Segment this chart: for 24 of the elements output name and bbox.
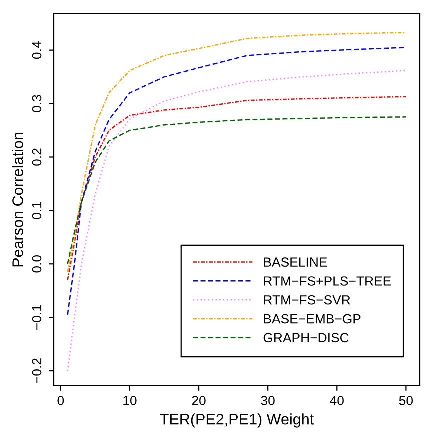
y-axis-title: Pearson Correlation [12, 133, 24, 267]
line-series [67, 47, 407, 316]
y-tick-label: 0.2 [32, 148, 42, 166]
x-tick-label: 50 [399, 396, 414, 406]
legend-label: GRAPH−DISC [264, 333, 349, 343]
y-tick-label: −0.2 [32, 358, 42, 384]
x-tick-label: 10 [124, 396, 137, 406]
x-axis-title: TER(PE2,PE1) Weight [160, 414, 314, 428]
x-tick-label: 30 [261, 396, 275, 406]
y-tick-label: 0.1 [32, 202, 42, 220]
legend-label: RTM−FS+PLS−TREE [264, 276, 392, 286]
line-series [67, 116, 407, 265]
line-series [67, 70, 407, 372]
y-tick-label: −0.1 [32, 305, 42, 330]
x-tick-label: 40 [330, 396, 344, 406]
y-tick-label: 0.0 [32, 255, 42, 273]
legend-label: BASE−EMB−GP [264, 314, 361, 324]
legend-label: BASELINE [264, 258, 328, 268]
y-tick-label: 0.4 [32, 42, 42, 59]
line-series [67, 32, 407, 273]
x-tick-label: 0 [58, 396, 64, 406]
y-tick-label: 0.3 [32, 95, 42, 112]
x-tick-label: 20 [192, 396, 206, 406]
legend-label: RTM−FS−SVR [264, 295, 350, 305]
